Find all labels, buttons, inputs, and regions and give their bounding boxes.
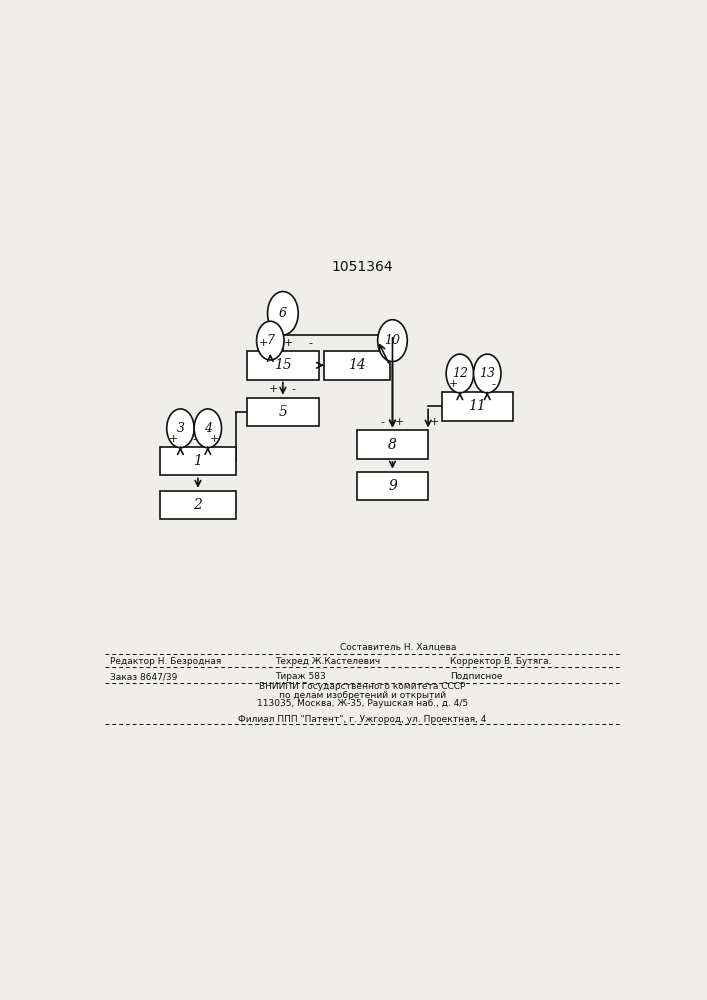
Text: 7: 7 bbox=[267, 334, 274, 347]
Ellipse shape bbox=[446, 354, 474, 393]
Text: Составитель Н. Халцева: Составитель Н. Халцева bbox=[341, 643, 457, 652]
Text: 6: 6 bbox=[279, 307, 287, 320]
Bar bbox=[160, 447, 236, 475]
Text: Тираж 583: Тираж 583 bbox=[275, 672, 325, 681]
Text: по делам изобретений и открытий: по делам изобретений и открытий bbox=[279, 691, 446, 700]
Text: Корректор В. Бутяга.: Корректор В. Бутяга. bbox=[450, 657, 551, 666]
Ellipse shape bbox=[167, 409, 194, 448]
Text: -: - bbox=[192, 434, 196, 444]
Text: -: - bbox=[308, 338, 312, 348]
Bar bbox=[160, 491, 236, 519]
Text: -: - bbox=[380, 417, 385, 427]
Text: +: + bbox=[284, 338, 293, 348]
Ellipse shape bbox=[257, 321, 284, 360]
Text: ВНИИПИ Государственного комитета СССР: ВНИИПИ Государственного комитета СССР bbox=[259, 682, 465, 691]
Text: 113035, Москва, Ж-35, Раушская наб., д. 4/5: 113035, Москва, Ж-35, Раушская наб., д. … bbox=[257, 699, 468, 708]
Text: +: + bbox=[449, 379, 458, 389]
Text: +: + bbox=[430, 417, 439, 427]
Text: Редактор Н. Безродная: Редактор Н. Безродная bbox=[110, 657, 222, 666]
Text: 13: 13 bbox=[479, 367, 496, 380]
Bar bbox=[247, 398, 319, 426]
Text: 4: 4 bbox=[204, 422, 212, 435]
Text: Техред Ж.Кастелевич: Техред Ж.Кастелевич bbox=[275, 657, 380, 666]
Bar bbox=[357, 472, 428, 500]
Text: 1: 1 bbox=[194, 454, 202, 468]
Text: 12: 12 bbox=[452, 367, 468, 380]
Text: 15: 15 bbox=[274, 358, 292, 372]
Text: 5: 5 bbox=[279, 405, 287, 419]
Text: 10: 10 bbox=[385, 334, 400, 347]
Text: 9: 9 bbox=[388, 479, 397, 493]
Ellipse shape bbox=[194, 409, 221, 448]
Text: Заказ 8647/39: Заказ 8647/39 bbox=[110, 672, 177, 681]
Text: 14: 14 bbox=[348, 358, 366, 372]
Bar bbox=[324, 351, 390, 380]
Text: 11: 11 bbox=[469, 399, 486, 413]
Bar bbox=[442, 392, 513, 421]
Ellipse shape bbox=[378, 320, 407, 362]
Text: 2: 2 bbox=[194, 498, 202, 512]
Text: 1051364: 1051364 bbox=[332, 260, 393, 274]
Text: +: + bbox=[259, 338, 269, 348]
Text: +: + bbox=[168, 434, 178, 444]
Bar bbox=[357, 430, 428, 459]
Text: -: - bbox=[492, 379, 496, 389]
Text: Подписное: Подписное bbox=[450, 672, 503, 681]
Text: +: + bbox=[269, 384, 278, 394]
Text: 3: 3 bbox=[177, 422, 185, 435]
Text: +: + bbox=[210, 434, 220, 444]
Text: 8: 8 bbox=[388, 438, 397, 452]
Ellipse shape bbox=[267, 292, 298, 335]
Text: -: - bbox=[292, 384, 296, 394]
Bar bbox=[247, 351, 319, 380]
Text: +: + bbox=[395, 417, 404, 427]
Ellipse shape bbox=[474, 354, 501, 393]
Text: Филиал ППП "Патент", г. Ужгород, ул. Проектная, 4: Филиал ППП "Патент", г. Ужгород, ул. Про… bbox=[238, 715, 486, 724]
